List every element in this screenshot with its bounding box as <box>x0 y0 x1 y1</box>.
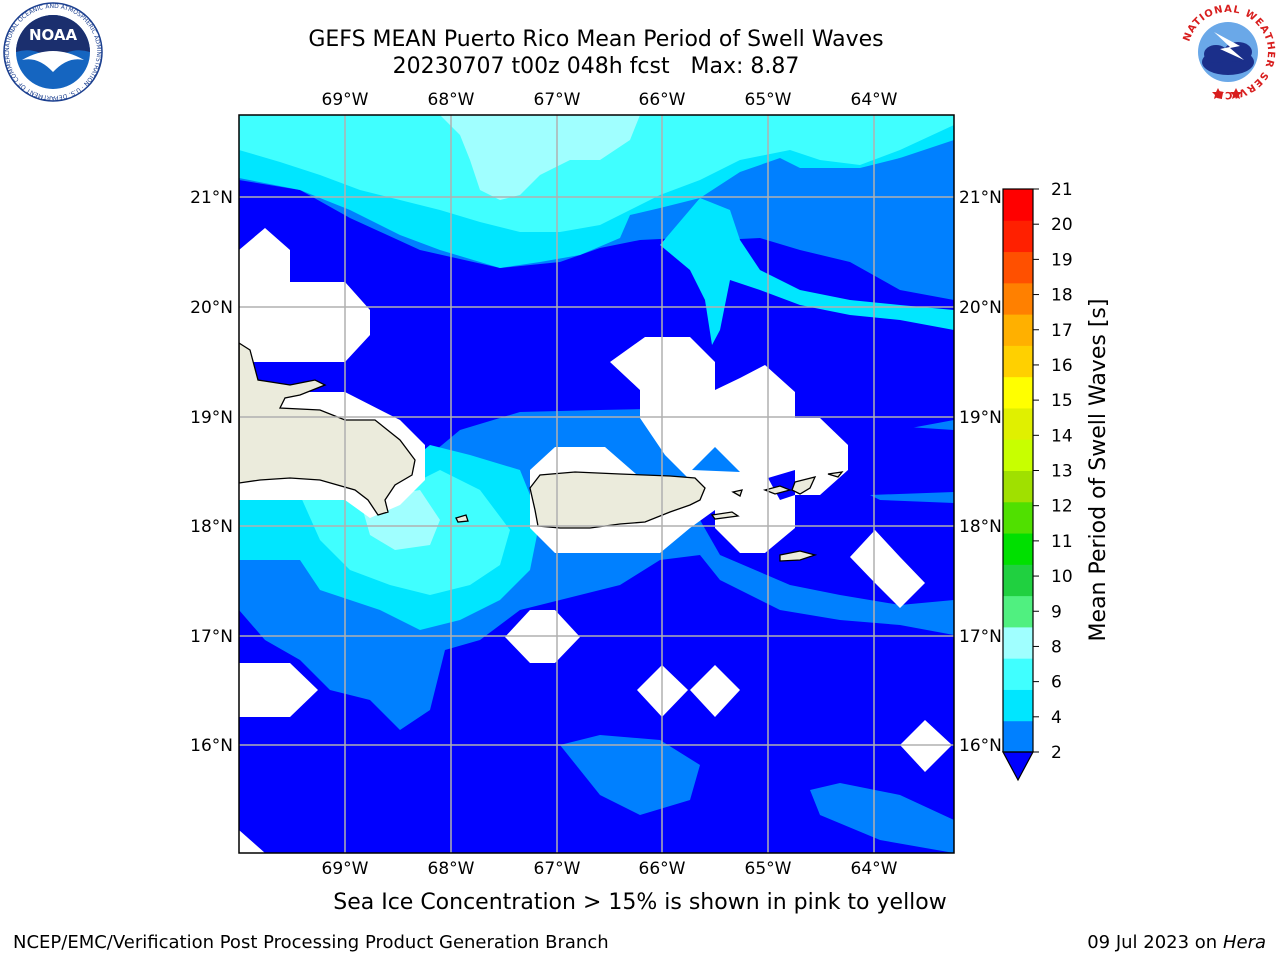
noaa-logo-text: NOAA <box>29 26 78 44</box>
anegada-island <box>827 471 844 478</box>
colorbar-segment <box>1003 189 1033 221</box>
graticule <box>239 115 954 853</box>
contour-band-8-9-north <box>440 115 640 200</box>
lat-label-left: 17°N <box>190 627 233 647</box>
contour-band-2-4-east-strip <box>870 492 954 503</box>
map-frame <box>238 114 955 854</box>
colorbar-tick-label: 18 <box>1051 286 1073 306</box>
colorbar-segment <box>1003 282 1033 315</box>
colorbar-tick-label: 21 <box>1051 180 1073 200</box>
bvi-island <box>791 476 817 495</box>
contour-patch-vi-2 <box>768 470 795 500</box>
hispaniola-land <box>239 342 416 516</box>
contour-band-2-4-southeast <box>810 783 954 853</box>
colorbar-tick-label: 11 <box>1051 532 1073 552</box>
contour-patch-vi <box>692 447 740 472</box>
colorbar-segment <box>1003 220 1033 253</box>
lat-label-right: 20°N <box>959 298 1002 318</box>
swell-period-field <box>239 115 954 853</box>
st-croix-island <box>779 550 818 562</box>
lat-label-right: 16°N <box>959 736 1002 756</box>
colorbar-segment <box>1003 626 1033 659</box>
st-thomas-island <box>762 485 793 495</box>
colorbar-tick-label: 9 <box>1051 602 1062 622</box>
colorbar-segment <box>1003 470 1033 503</box>
colorbar-segment <box>1003 345 1033 378</box>
colorbar-segment <box>1003 439 1033 471</box>
colorbar-segment <box>1003 376 1033 409</box>
colorbar-tick-label: 13 <box>1051 462 1073 482</box>
lat-label-left: 16°N <box>190 736 233 756</box>
colorbar-tick-label: 4 <box>1051 708 1062 728</box>
colorbar-segment <box>1003 501 1033 534</box>
longitude-labels: 69°W 68°W 67°W 66°W 65°W 64°W 69°W 68°W … <box>322 90 898 879</box>
colorbar-segment <box>1003 720 1033 753</box>
colorbar-tick-label: 2 <box>1051 743 1062 763</box>
lon-label-top: 69°W <box>322 90 369 110</box>
colorbar-segment <box>1003 689 1033 722</box>
colorbar-segment <box>1003 595 1033 628</box>
contour-under-2-south <box>239 555 954 853</box>
colorbar-segment <box>1003 314 1033 346</box>
lon-label-top: 68°W <box>428 90 475 110</box>
sea-ice-note: Sea Ice Concentration > 15% is shown in … <box>333 890 947 915</box>
lat-label-left: 21°N <box>190 188 233 208</box>
lon-label-top: 64°W <box>851 90 898 110</box>
colorbar-tick-label: 16 <box>1051 356 1073 376</box>
chart-subtitle: 20230707 t00z 048h fcst Max: 8.87 <box>392 54 800 79</box>
generation-date-text: 09 Jul 2023 on <box>1087 932 1223 953</box>
generation-date: 09 Jul 2023 on Hera <box>1087 932 1266 953</box>
lon-label-bottom: 69°W <box>322 859 369 879</box>
lon-label-top: 65°W <box>745 90 792 110</box>
lon-label-top: 67°W <box>534 90 581 110</box>
machine-name: Hera <box>1222 932 1266 953</box>
lat-label-right: 21°N <box>959 188 1002 208</box>
contour-band-2-4-south <box>560 735 700 815</box>
colorbar-tick-label: 15 <box>1051 391 1073 411</box>
colorbar-tick-label: 10 <box>1051 567 1073 587</box>
colorbar-tick-label: 19 <box>1051 250 1073 270</box>
culebra-island <box>731 489 743 497</box>
colorbar-tick-label: 17 <box>1051 321 1073 341</box>
colorbar: 2 4 6 8 9 10 11 12 13 14 15 16 17 18 19 20 21 <box>1001 180 1073 782</box>
lat-label-right: 18°N <box>959 517 1002 537</box>
noaa-logo: NATIONAL OCEANIC AND ATMOSPHERIC ADMINIS… <box>2 2 103 102</box>
colorbar-segment <box>1003 658 1033 690</box>
vieques-island <box>710 511 740 520</box>
colorbar-segment <box>1003 251 1033 284</box>
contour-band-6-8-north <box>239 115 954 232</box>
nws-logo: NATIONAL WEATHER SERVICE <box>1180 4 1276 100</box>
lat-label-right: 19°N <box>959 408 1002 428</box>
latitude-labels: 21°N 20°N 19°N 18°N 17°N 16°N 21°N 20°N … <box>190 188 1002 756</box>
colorbar-segment <box>1003 533 1033 565</box>
lat-label-left: 19°N <box>190 408 233 428</box>
colorbar-segment <box>1003 564 1033 597</box>
chart-title: GEFS MEAN Puerto Rico Mean Period of Swe… <box>308 27 884 52</box>
contour-under-2-north <box>239 180 954 500</box>
colorbar-label: Mean Period of Swell Waves [s] <box>1086 299 1111 642</box>
colorbar-segment <box>1003 407 1033 440</box>
colorbar-tick-label: 8 <box>1051 637 1062 657</box>
lon-label-top: 66°W <box>639 90 686 110</box>
lon-label-bottom: 65°W <box>745 859 792 879</box>
colorbar-tick-label: 20 <box>1051 215 1073 235</box>
colorbar-tick-label: 6 <box>1051 673 1062 693</box>
lat-label-left: 20°N <box>190 298 233 318</box>
lat-label-left: 18°N <box>190 517 233 537</box>
producer-credit: NCEP/EMC/Verification Post Processing Pr… <box>13 932 609 953</box>
colorbar-tick-label: 12 <box>1051 497 1073 517</box>
saona-island <box>455 514 469 523</box>
lon-label-bottom: 68°W <box>428 859 475 879</box>
colorbar-under-arrow <box>1001 751 1035 782</box>
lon-label-bottom: 66°W <box>639 859 686 879</box>
lon-label-bottom: 67°W <box>534 859 581 879</box>
colorbar-tick-label: 14 <box>1051 426 1073 446</box>
lon-label-bottom: 64°W <box>851 859 898 879</box>
lat-label-right: 17°N <box>959 627 1002 647</box>
contour-band-4-6-east-spike <box>660 198 954 345</box>
